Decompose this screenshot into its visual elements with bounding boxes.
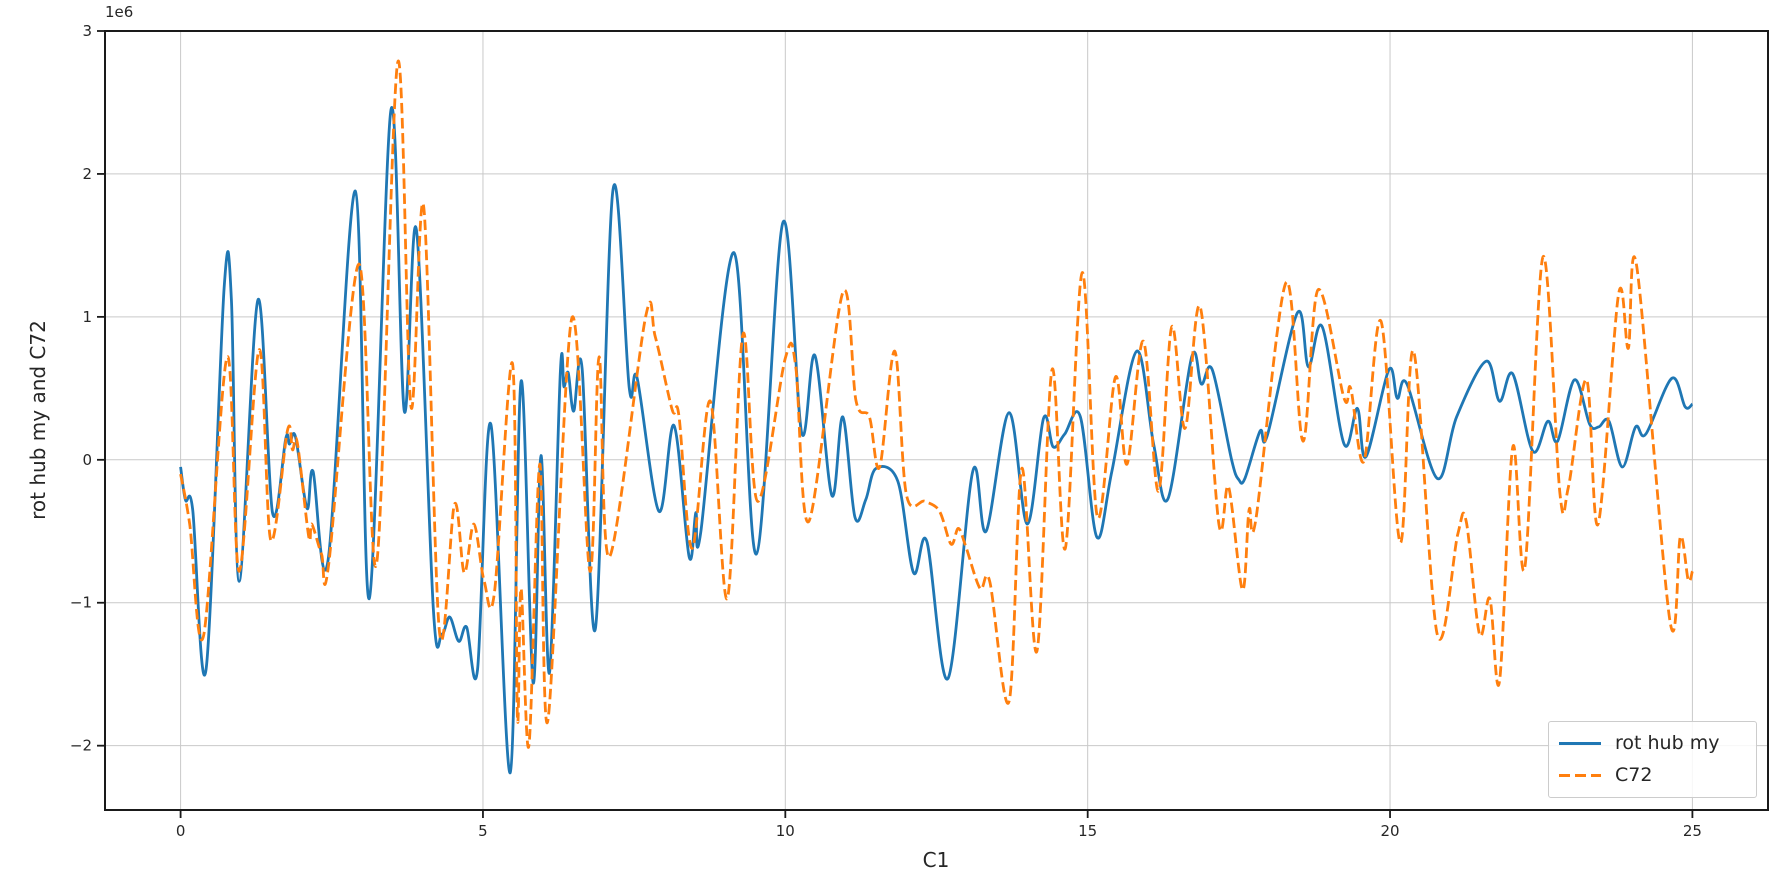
y-tick-label: −2 — [70, 737, 92, 755]
axes-spines — [104, 30, 1769, 811]
y-axis-offset-label: 1e6 — [105, 3, 134, 21]
legend: rot hub my C72 — [1548, 721, 1757, 798]
y-axis-label: rot hub my and C72 — [26, 320, 50, 520]
series-line-solid — [179, 106, 1694, 775]
y-tick-label: −1 — [70, 594, 92, 612]
x-tick-label: 20 — [1380, 822, 1399, 840]
y-tick-label: 2 — [82, 165, 92, 183]
legend-label: rot hub my — [1615, 731, 1720, 754]
y-tick-label: 3 — [82, 22, 92, 40]
series-line-dashed — [179, 59, 1694, 749]
y-tick-label: 1 — [82, 308, 92, 326]
legend-entry-rot-hub-my: rot hub my — [1559, 728, 1746, 758]
x-tick-label: 25 — [1683, 822, 1702, 840]
y-tick-label: 0 — [82, 451, 92, 469]
x-tick-label: 5 — [478, 822, 488, 840]
legend-entry-c72: C72 — [1559, 761, 1746, 791]
legend-line-dashed-icon — [1559, 774, 1601, 778]
legend-line-solid-icon — [1559, 741, 1601, 745]
x-tick-label: 10 — [776, 822, 795, 840]
legend-label: C72 — [1615, 764, 1653, 787]
x-tick-label: 15 — [1078, 822, 1097, 840]
x-axis-label: C1 — [922, 848, 950, 872]
x-tick-label: 0 — [176, 822, 186, 840]
